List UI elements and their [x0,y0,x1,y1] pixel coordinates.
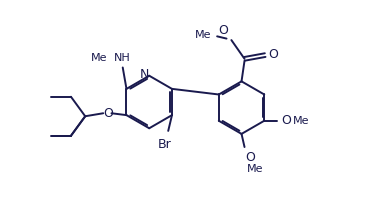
Text: Me: Me [293,116,310,126]
Text: Me: Me [91,53,107,63]
Text: O: O [245,151,255,164]
Text: N: N [139,68,149,81]
Text: Me: Me [195,30,211,40]
Text: NH: NH [114,53,131,63]
Text: O: O [269,48,278,61]
Text: Me: Me [247,164,263,174]
Text: Br: Br [158,138,171,151]
Text: O: O [281,114,291,127]
Text: O: O [218,24,228,37]
Text: O: O [103,107,113,120]
